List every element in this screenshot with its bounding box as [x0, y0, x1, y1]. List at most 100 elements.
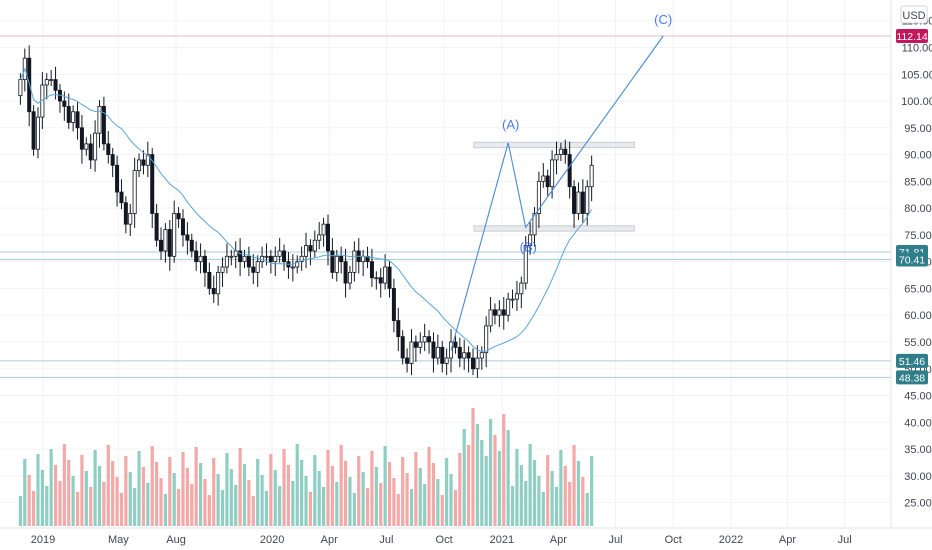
candle[interactable] — [75, 102, 80, 140]
candle[interactable] — [523, 235, 528, 290]
candle[interactable] — [400, 330, 405, 365]
candle[interactable] — [79, 114, 84, 164]
candle[interactable] — [413, 335, 418, 362]
candle[interactable] — [304, 232, 309, 269]
candle[interactable] — [497, 300, 502, 327]
candle[interactable] — [514, 280, 519, 311]
candle[interactable] — [589, 155, 594, 202]
candle[interactable] — [536, 171, 541, 228]
candle[interactable] — [167, 219, 172, 271]
candle[interactable] — [246, 246, 251, 277]
candle[interactable] — [317, 222, 322, 250]
candle[interactable] — [321, 217, 326, 247]
candle[interactable] — [444, 348, 449, 376]
candle[interactable] — [409, 329, 414, 376]
candle[interactable] — [369, 248, 374, 287]
candle[interactable] — [93, 120, 98, 172]
candle[interactable] — [224, 243, 229, 274]
candle[interactable] — [325, 214, 330, 266]
candle[interactable] — [470, 348, 475, 376]
candle[interactable] — [106, 131, 111, 164]
candle[interactable] — [475, 345, 480, 378]
candle[interactable] — [405, 348, 410, 373]
candle[interactable] — [49, 69, 54, 87]
candle[interactable] — [501, 297, 506, 330]
candle[interactable] — [532, 207, 537, 247]
candle[interactable] — [198, 243, 203, 274]
candle[interactable] — [312, 230, 317, 258]
candle[interactable] — [431, 332, 436, 373]
candle[interactable] — [229, 249, 234, 266]
candle[interactable] — [418, 332, 423, 354]
candle[interactable] — [339, 246, 344, 274]
candle[interactable] — [378, 268, 383, 298]
candle[interactable] — [176, 207, 181, 228]
candle[interactable] — [466, 346, 471, 373]
candle[interactable] — [202, 249, 207, 287]
candle[interactable] — [282, 244, 287, 271]
candle[interactable] — [172, 200, 177, 263]
candle[interactable] — [35, 107, 40, 159]
candle[interactable] — [145, 141, 150, 178]
candle[interactable] — [251, 254, 256, 285]
candle[interactable] — [558, 142, 563, 161]
candle[interactable] — [53, 66, 58, 100]
candle[interactable] — [128, 203, 133, 236]
candle[interactable] — [185, 222, 190, 255]
candle[interactable] — [457, 337, 462, 368]
candle[interactable] — [572, 180, 577, 228]
candle[interactable] — [545, 169, 550, 196]
candle[interactable] — [484, 316, 489, 368]
candle[interactable] — [220, 257, 225, 287]
candle[interactable] — [154, 203, 159, 247]
candle[interactable] — [110, 148, 115, 178]
candle[interactable] — [506, 292, 511, 322]
candle[interactable] — [242, 249, 247, 269]
candle[interactable] — [519, 276, 524, 309]
candle[interactable] — [554, 141, 559, 175]
candle[interactable] — [387, 260, 392, 298]
candle[interactable] — [115, 155, 120, 207]
candle[interactable] — [374, 271, 379, 290]
candle[interactable] — [347, 265, 352, 290]
candle[interactable] — [352, 241, 357, 282]
candle[interactable] — [299, 246, 304, 271]
candle[interactable] — [88, 134, 93, 170]
candle[interactable] — [488, 297, 493, 333]
candle[interactable] — [207, 262, 212, 295]
candle[interactable] — [97, 99, 102, 148]
candle[interactable] — [479, 346, 484, 370]
candle[interactable] — [528, 222, 533, 255]
candle[interactable] — [453, 335, 458, 354]
candle[interactable] — [435, 334, 440, 365]
candle[interactable] — [238, 238, 243, 277]
candle[interactable] — [119, 179, 124, 210]
candle[interactable] — [31, 105, 36, 156]
candle[interactable] — [541, 163, 546, 188]
candle[interactable] — [290, 254, 295, 282]
candle[interactable] — [580, 179, 585, 223]
candle[interactable] — [180, 209, 185, 247]
candle[interactable] — [189, 233, 194, 258]
candle[interactable] — [422, 323, 427, 352]
candle[interactable] — [343, 248, 348, 298]
candle[interactable] — [137, 153, 142, 178]
candle[interactable] — [492, 303, 497, 325]
top-zone[interactable] — [473, 141, 635, 149]
candle[interactable] — [123, 196, 128, 234]
candle[interactable] — [268, 249, 273, 274]
candle[interactable] — [383, 254, 388, 290]
candle[interactable] — [71, 105, 76, 132]
candle[interactable] — [440, 340, 445, 373]
candle[interactable] — [273, 246, 278, 277]
candle[interactable] — [277, 238, 282, 263]
candle[interactable] — [295, 255, 300, 274]
candle[interactable] — [132, 157, 137, 228]
candle[interactable] — [211, 275, 216, 303]
candle[interactable] — [141, 150, 146, 175]
candle[interactable] — [308, 239, 313, 266]
bottom-zone[interactable] — [473, 225, 635, 232]
candle[interactable] — [396, 307, 401, 352]
candle[interactable] — [66, 93, 71, 129]
